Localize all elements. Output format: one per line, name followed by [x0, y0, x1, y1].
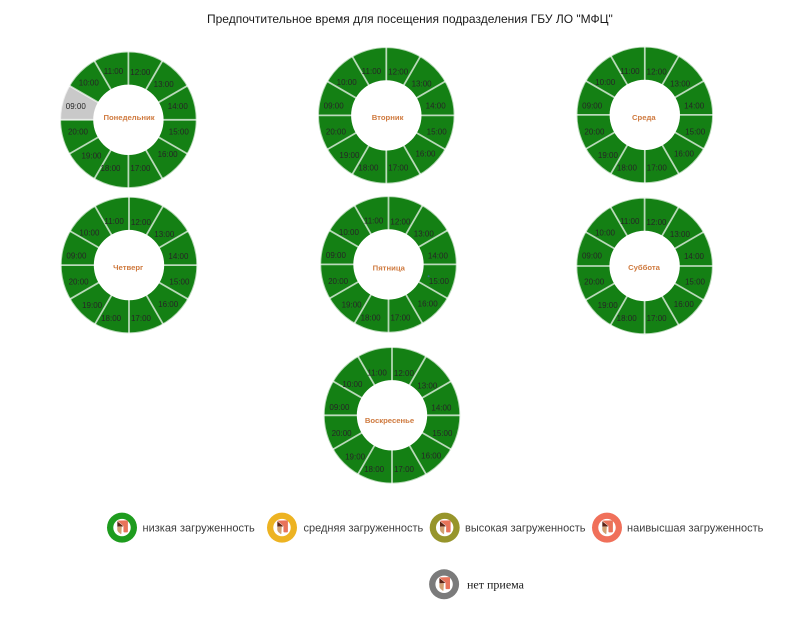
svg-text:12:00: 12:00: [390, 217, 411, 226]
svg-text:09:00: 09:00: [582, 101, 603, 110]
svg-text:15:00: 15:00: [427, 127, 448, 136]
svg-text:14:00: 14:00: [168, 252, 189, 261]
svg-text:11:00: 11:00: [620, 217, 640, 226]
svg-text:низкая загруженность: низкая загруженность: [143, 523, 256, 535]
svg-text:20:00: 20:00: [328, 277, 349, 286]
svg-text:16:00: 16:00: [674, 300, 695, 309]
svg-text:14:00: 14:00: [684, 102, 705, 111]
svg-text:09:00: 09:00: [329, 403, 350, 412]
svg-text:средняя загруженность: средняя загруженность: [304, 523, 424, 535]
svg-text:14:00: 14:00: [684, 252, 705, 261]
svg-text:09:00: 09:00: [324, 101, 345, 110]
svg-text:10:00: 10:00: [595, 228, 616, 237]
svg-text:12:00: 12:00: [394, 369, 415, 378]
svg-text:19:00: 19:00: [82, 301, 103, 310]
svg-text:09:00: 09:00: [66, 102, 87, 111]
svg-text:18:00: 18:00: [101, 314, 122, 323]
svg-text:14:00: 14:00: [428, 252, 449, 261]
svg-text:09:00: 09:00: [582, 252, 603, 261]
svg-text:наивысшая загруженность: наивысшая загруженность: [627, 523, 764, 535]
svg-text:19:00: 19:00: [345, 453, 366, 462]
svg-text:нет приема: нет приема: [467, 578, 525, 592]
svg-text:20:00: 20:00: [69, 278, 90, 287]
svg-text:19:00: 19:00: [598, 301, 619, 310]
svg-text:15:00: 15:00: [432, 429, 453, 438]
svg-text:16:00: 16:00: [418, 300, 439, 309]
svg-text:17:00: 17:00: [647, 164, 668, 173]
svg-text:13:00: 13:00: [154, 80, 175, 89]
svg-text:11:00: 11:00: [364, 217, 384, 226]
svg-text:16:00: 16:00: [415, 150, 436, 159]
svg-text:18:00: 18:00: [617, 314, 638, 323]
svg-text:высокая загруженность: высокая загруженность: [465, 523, 586, 535]
svg-text:18:00: 18:00: [617, 164, 638, 173]
svg-text:14:00: 14:00: [426, 102, 447, 111]
svg-text:17:00: 17:00: [647, 314, 668, 323]
svg-text:19:00: 19:00: [81, 151, 102, 160]
svg-text:11:00: 11:00: [104, 217, 124, 226]
svg-text:13:00: 13:00: [670, 80, 691, 89]
svg-text:10:00: 10:00: [337, 78, 358, 87]
svg-text:12:00: 12:00: [647, 68, 668, 77]
svg-text:18:00: 18:00: [100, 164, 121, 173]
svg-text:09:00: 09:00: [66, 252, 87, 261]
svg-text:19:00: 19:00: [598, 151, 619, 160]
svg-text:12:00: 12:00: [130, 68, 151, 77]
svg-text:18:00: 18:00: [358, 164, 379, 173]
svg-text:15:00: 15:00: [685, 278, 706, 287]
svg-text:10:00: 10:00: [595, 78, 616, 87]
svg-text:13:00: 13:00: [154, 230, 175, 239]
svg-text:20:00: 20:00: [584, 127, 605, 136]
svg-text:10:00: 10:00: [79, 228, 100, 237]
svg-text:Суббота: Суббота: [628, 263, 661, 272]
svg-text:12:00: 12:00: [131, 218, 152, 227]
svg-text:15:00: 15:00: [169, 128, 190, 137]
svg-text:17:00: 17:00: [388, 164, 409, 173]
svg-text:11:00: 11:00: [362, 67, 382, 76]
svg-text:Четверг: Четверг: [113, 263, 143, 272]
svg-text:14:00: 14:00: [431, 403, 452, 412]
svg-text:20:00: 20:00: [68, 128, 89, 137]
svg-text:Пятница: Пятница: [373, 264, 406, 273]
svg-text:10:00: 10:00: [339, 228, 360, 237]
svg-text:12:00: 12:00: [388, 68, 409, 77]
svg-text:11:00: 11:00: [367, 368, 387, 377]
svg-text:20:00: 20:00: [584, 278, 605, 287]
svg-text:18:00: 18:00: [361, 313, 382, 322]
svg-text:20:00: 20:00: [332, 429, 353, 438]
svg-text:09:00: 09:00: [326, 251, 347, 260]
svg-text:13:00: 13:00: [414, 230, 435, 239]
svg-text:20:00: 20:00: [326, 127, 347, 136]
svg-text:11:00: 11:00: [104, 67, 124, 76]
svg-text:16:00: 16:00: [674, 150, 695, 159]
svg-text:15:00: 15:00: [685, 127, 706, 136]
svg-text:10:00: 10:00: [79, 79, 100, 88]
svg-text:15:00: 15:00: [429, 277, 450, 286]
svg-text:12:00: 12:00: [646, 218, 667, 227]
svg-text:Среда: Среда: [632, 113, 656, 122]
svg-text:Понедельник: Понедельник: [103, 113, 154, 122]
svg-text:17:00: 17:00: [130, 164, 151, 173]
svg-text:Предпочтительное время для пос: Предпочтительное время для посещения под…: [207, 12, 613, 26]
svg-text:10:00: 10:00: [342, 380, 363, 389]
svg-text:14:00: 14:00: [168, 102, 189, 111]
svg-text:17:00: 17:00: [390, 313, 411, 322]
svg-text:Вторник: Вторник: [372, 113, 404, 122]
svg-text:Воскресенье: Воскресенье: [365, 416, 415, 425]
svg-text:13:00: 13:00: [412, 80, 433, 89]
svg-text:16:00: 16:00: [158, 300, 179, 309]
svg-text:19:00: 19:00: [342, 301, 363, 310]
svg-text:17:00: 17:00: [131, 314, 152, 323]
svg-text:17:00: 17:00: [394, 465, 415, 474]
svg-text:18:00: 18:00: [364, 465, 385, 474]
svg-text:13:00: 13:00: [417, 381, 438, 390]
svg-text:16:00: 16:00: [158, 150, 179, 159]
svg-text:15:00: 15:00: [169, 278, 190, 287]
svg-text:16:00: 16:00: [421, 451, 442, 460]
svg-text:19:00: 19:00: [339, 151, 360, 160]
svg-text:13:00: 13:00: [670, 230, 691, 239]
svg-text:11:00: 11:00: [620, 67, 640, 76]
